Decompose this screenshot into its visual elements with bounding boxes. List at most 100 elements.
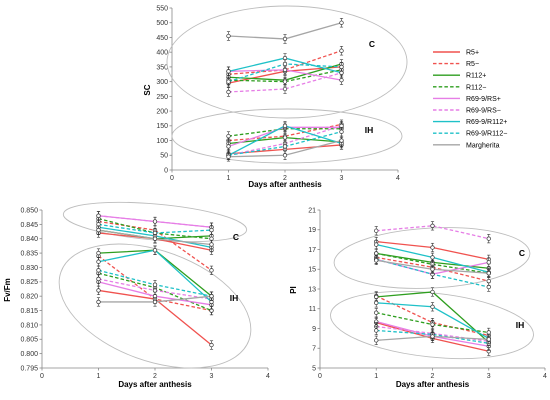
data-point-margherita [430, 267, 435, 272]
x-tick-label: 3 [340, 175, 344, 182]
series-line-r69-9-rsminus [98, 215, 212, 228]
y-tick-label: 0.825 [20, 279, 38, 286]
data-point-r69-9-rsminus [486, 236, 491, 241]
group-ellipse-ih [58, 243, 252, 369]
data-point-r69-9-r112minus [339, 64, 344, 70]
y-tick-label: 13 [308, 286, 316, 293]
data-point-margherita [96, 227, 101, 233]
data-point-margherita [152, 236, 158, 241]
x-axis-label: Days after anthesis [396, 380, 470, 389]
y-tick-label: 17 [308, 247, 316, 254]
data-point-r69-9-rsminus [226, 89, 231, 95]
data-point-r112minus [374, 251, 379, 256]
y-tick-label: 0.835 [20, 250, 38, 257]
data-point-r69-9-r112plus [374, 242, 379, 247]
group-label-c: C [369, 39, 375, 49]
y-tick-label: 0.850 [20, 207, 38, 214]
data-point-r69-9-r112minus [339, 129, 344, 134]
group-ellipse-ih [330, 290, 534, 360]
x-tick-label: 4 [266, 373, 270, 380]
series-line-r69-9-r112minus [376, 329, 489, 344]
data-point-r69-9-r112minus [226, 79, 231, 84]
y-tick-label: 50 [160, 153, 168, 160]
data-point-margherita [209, 294, 214, 299]
y-axis-label: Fv/Fm [3, 278, 12, 302]
fvfm-chart: 0.795 0.800 0.805 0.810 0.815 0.820 0.825 0.830… [3, 201, 270, 389]
data-point-r69-9-r112plus [96, 259, 101, 264]
x-tick-label: 1 [227, 175, 231, 182]
legend-entry-r69-9-rsplus: R69-9/RS+ [466, 96, 501, 103]
data-point-margherita [282, 36, 288, 42]
data-point-r69-9-r112minus [374, 328, 379, 333]
data-point-margherita [339, 138, 344, 143]
data-point-margherita [486, 271, 491, 276]
y-tick-label: 0.795 [20, 365, 38, 372]
y-tick-label: 7 [312, 346, 316, 353]
data-point-r69-9-r112minus [486, 284, 491, 290]
y-tick-label: 400 [156, 50, 168, 57]
legend-entry-r5plus: R5+ [466, 50, 479, 57]
x-tick-label: 1 [97, 373, 101, 380]
y-tick-label: 0.830 [20, 265, 38, 272]
legend: R5+ R5− R112+ R112− R69-9/RS+ R69-9/RS− R69-9/… [430, 42, 545, 154]
data-point-margherita [430, 334, 435, 339]
x-tick-label: 2 [283, 175, 287, 182]
data-point-r5minus [209, 268, 214, 273]
data-point-r69-9-rsminus [430, 223, 435, 228]
sc-chart: 0 50 100 150 200 250 300 350 400 450 500 550 0 1 2 3 4 Da… [143, 5, 408, 189]
data-point-margherita [226, 154, 231, 159]
y-tick-label: 250 [156, 94, 168, 101]
y-tick-label: 0.815 [20, 308, 38, 315]
series-line-r112minus [228, 69, 342, 83]
legend-entry-r69-9-rsminus: R69-9/RS− [466, 108, 501, 115]
y-tick-label: 0.800 [20, 351, 38, 358]
x-axis-label: Days after anthesis [248, 180, 322, 189]
data-point-r5plus [96, 288, 101, 293]
y-tick-label: 0.810 [20, 322, 38, 329]
data-point-margherita [486, 337, 491, 342]
y-tick-label: 5 [312, 365, 316, 372]
x-tick-label: 0 [170, 175, 174, 182]
data-point-r112plus [430, 289, 435, 295]
pi-chart: 5 7 9 11 13 15 17 19 21 0 1 2 3 4 Days after anthesis P… [289, 207, 547, 389]
y-axis-label: SC [143, 84, 152, 95]
series-line-r112minus [228, 128, 342, 137]
y-tick-label: 0.840 [20, 236, 38, 243]
data-point-r112minus [226, 133, 231, 139]
data-point-r69-9-r112plus [430, 255, 435, 260]
x-tick-label: 1 [374, 373, 378, 380]
series-line-r69-9-rsminus [376, 225, 489, 240]
legend-entry-r69-9-r112minus: R69-9/R112− [466, 131, 507, 138]
x-tick-label: 3 [487, 373, 491, 380]
data-point-r112plus [374, 294, 379, 300]
data-point-r69-9-r112minus [209, 227, 214, 233]
legend-entry-margherita: Margherita [466, 142, 500, 149]
y-tick-label: 450 [156, 35, 168, 42]
y-tick-label: 21 [308, 207, 316, 214]
data-point-r69-9-r112plus [282, 123, 288, 128]
data-point-r69-9-r112plus [430, 304, 435, 309]
data-point-r69-9-r112minus [96, 268, 101, 273]
legend-entry-r69-9-r112plus: R69-9/R112+ [466, 119, 507, 126]
data-point-r69-9-r112plus [374, 300, 379, 305]
y-tick-label: 11 [309, 306, 316, 313]
data-point-margherita [96, 299, 101, 305]
group-ellipse-c [166, 5, 408, 119]
y-tick-label: 9 [312, 326, 316, 333]
y-tick-label: 350 [156, 64, 168, 71]
data-point-r69-9-r112minus [152, 282, 158, 287]
x-tick-label: 3 [210, 373, 214, 380]
data-point-margherita [152, 299, 158, 305]
data-point-r69-9-r112minus [282, 61, 288, 67]
data-point-margherita [374, 338, 379, 343]
data-point-margherita [374, 258, 379, 263]
data-point-r5minus [486, 278, 491, 284]
y-tick-label: 200 [156, 108, 168, 115]
data-point-r112minus [282, 79, 288, 84]
y-tick-label: 0.820 [20, 294, 38, 301]
data-point-r69-9-rsminus [282, 86, 288, 92]
y-tick-label: 0 [164, 167, 168, 174]
y-tick-label: 150 [156, 123, 168, 130]
data-point-margherita [209, 242, 214, 247]
data-point-margherita [282, 153, 288, 158]
